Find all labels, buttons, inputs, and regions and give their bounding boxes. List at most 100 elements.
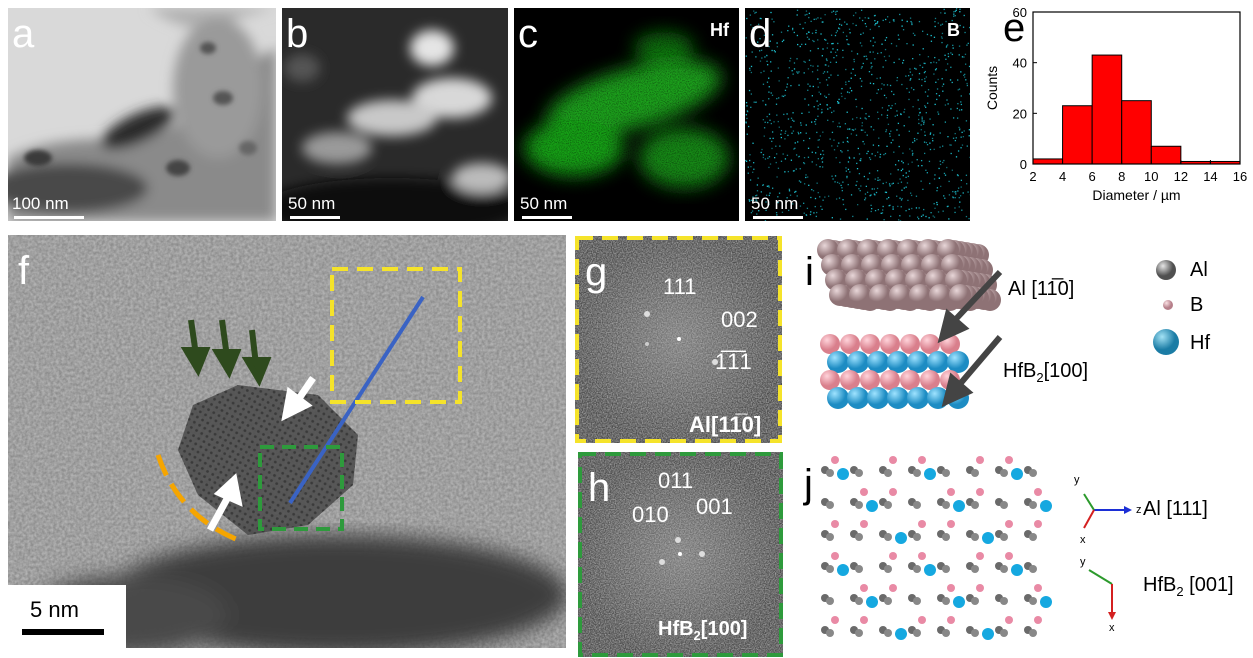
- b-signal-dot: [753, 168, 755, 170]
- b-signal-dot: [946, 99, 948, 101]
- b-signal-dot: [902, 59, 905, 62]
- b-signal-dot: [839, 126, 841, 128]
- al-atom-proj: [971, 597, 979, 605]
- b-signal-dot: [852, 129, 855, 131]
- b-signal-dot: [746, 133, 748, 135]
- b-signal-dot: [934, 174, 936, 176]
- b-signal-dot: [815, 18, 817, 20]
- hf-atom-proj: [1040, 596, 1052, 608]
- b-signal-dot: [923, 152, 926, 155]
- b-signal-dot: [898, 219, 900, 221]
- b-signal-dot: [877, 179, 879, 181]
- b-signal-dot: [936, 88, 939, 90]
- x-tick-label: 6: [1089, 169, 1096, 184]
- hf-atom: [907, 351, 929, 373]
- b-signal-dot: [958, 126, 960, 129]
- b-signal-dot: [889, 133, 891, 135]
- b-signal-dot: [941, 78, 943, 80]
- b-signal-dot: [899, 197, 901, 199]
- b-signal-dot: [833, 57, 835, 59]
- al-atom-proj: [855, 565, 863, 573]
- b-signal-dot: [925, 76, 928, 78]
- b-signal-dot: [825, 79, 828, 81]
- b-signal-dot: [908, 170, 910, 172]
- b-signal-dot: [967, 42, 969, 45]
- b-signal-dot: [938, 59, 940, 61]
- b-signal-dot: [813, 106, 815, 108]
- b-signal-dot: [853, 60, 855, 63]
- b-signal-dot: [902, 152, 904, 154]
- b-signal-dot: [901, 189, 903, 191]
- al-atom-proj: [855, 501, 863, 509]
- b-signal-dot: [960, 71, 962, 73]
- hfb2-001-label: HfB2 [001]: [1143, 574, 1234, 599]
- b-signal-dot: [872, 83, 875, 85]
- b-signal-dot: [943, 195, 945, 197]
- b-signal-dot: [937, 211, 940, 213]
- b-signal-dot: [821, 111, 823, 113]
- b-signal-dot: [783, 113, 785, 116]
- b-signal-dot: [952, 137, 955, 139]
- b-signal-dot: [831, 145, 833, 147]
- b-signal-dot: [812, 85, 814, 88]
- hrtem-image-f: [8, 235, 566, 648]
- b-signal-dot: [947, 205, 949, 207]
- b-signal-dot: [969, 93, 970, 95]
- b-signal-dot: [918, 78, 920, 80]
- b-signal-dot: [850, 133, 853, 135]
- b-signal-dot: [896, 76, 899, 79]
- b-signal-dot: [861, 122, 863, 124]
- b-signal-dot: [885, 59, 887, 62]
- b-atom: [820, 334, 840, 354]
- b-signal-dot: [797, 72, 799, 74]
- b-signal-dot: [924, 62, 926, 65]
- b-signal-dot: [815, 215, 817, 218]
- b-signal-dot: [806, 13, 808, 16]
- b-signal-dot: [812, 190, 815, 192]
- b-signal-dot: [838, 197, 841, 199]
- b-signal-dot: [848, 28, 851, 30]
- b-signal-dot: [954, 207, 956, 209]
- b-signal-dot: [866, 191, 869, 193]
- hf-atom: [887, 387, 909, 409]
- b-signal-dot: [786, 113, 788, 115]
- b-signal-dot: [765, 201, 767, 203]
- b-signal-dot: [942, 145, 944, 147]
- b-signal-dot: [925, 112, 927, 114]
- histogram-bar: [1032, 158, 1064, 165]
- b-signal-dot: [897, 169, 899, 171]
- b-signal-dot: [898, 58, 900, 60]
- b-signal-dot: [856, 53, 859, 55]
- b-signal-dot: [944, 174, 947, 176]
- b-signal-dot: [794, 142, 796, 144]
- b-signal-dot: [855, 24, 857, 27]
- al-direction-label: Al [11̅0]: [1008, 278, 1075, 300]
- al-atom-proj: [855, 533, 863, 541]
- b-signal-dot: [953, 15, 955, 17]
- al-atom-proj: [942, 469, 950, 477]
- al-atom-proj: [971, 629, 979, 637]
- b-signal-dot: [867, 150, 869, 153]
- b-signal-dot: [921, 118, 923, 120]
- b-signal-dot: [788, 190, 791, 192]
- b-signal-dot: [952, 190, 954, 193]
- b-signal-dot: [886, 16, 889, 18]
- plot-frame: [1032, 11, 1241, 165]
- b-signal-dot: [899, 215, 901, 217]
- b-signal-dot: [942, 90, 944, 92]
- b-signal-dot: [912, 32, 915, 35]
- b-signal-dot: [950, 144, 952, 146]
- b-signal-dot: [925, 141, 928, 144]
- b-signal-dot: [835, 18, 838, 20]
- b-signal-dot: [891, 104, 893, 107]
- b-signal-dot: [927, 95, 929, 97]
- b-signal-dot: [876, 92, 878, 94]
- b-signal-dot: [952, 47, 954, 49]
- b-signal-dot: [960, 136, 962, 138]
- b-signal-dot: [784, 89, 787, 92]
- b-signal-dot: [804, 14, 806, 16]
- al-atom: [949, 284, 971, 306]
- b-signal-dot: [958, 129, 961, 131]
- b-signal-dot: [887, 123, 890, 125]
- b-signal-dot: [921, 84, 923, 87]
